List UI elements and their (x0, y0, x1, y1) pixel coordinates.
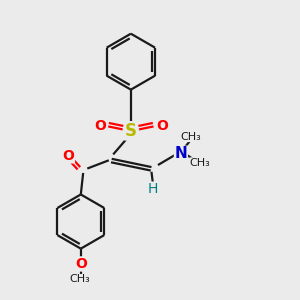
Text: CH₃: CH₃ (70, 274, 91, 284)
Text: S: S (125, 122, 137, 140)
Text: CH₃: CH₃ (190, 158, 210, 168)
Text: O: O (156, 119, 168, 134)
Text: O: O (94, 119, 106, 134)
Text: N: N (175, 146, 187, 161)
Text: O: O (75, 257, 87, 271)
Text: O: O (62, 149, 74, 163)
Text: H: H (148, 182, 158, 196)
Text: CH₃: CH₃ (181, 132, 202, 142)
